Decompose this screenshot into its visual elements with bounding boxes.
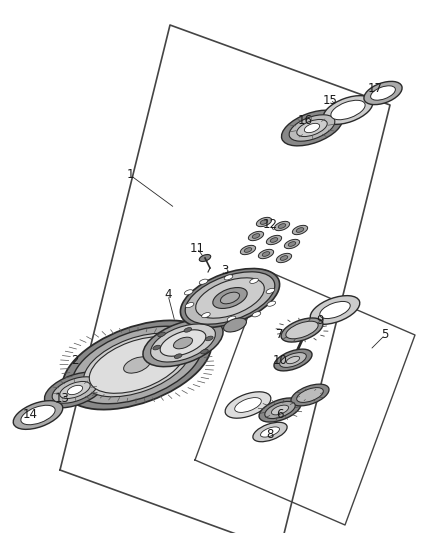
Ellipse shape (84, 333, 191, 397)
Ellipse shape (225, 392, 271, 418)
Ellipse shape (160, 330, 206, 356)
Ellipse shape (180, 269, 279, 327)
Text: 1: 1 (126, 168, 134, 182)
Ellipse shape (173, 337, 193, 349)
Ellipse shape (72, 326, 202, 404)
Text: 14: 14 (22, 408, 38, 422)
Text: 7: 7 (276, 328, 284, 342)
Ellipse shape (274, 349, 312, 371)
Ellipse shape (286, 356, 300, 364)
Text: 15: 15 (322, 93, 337, 107)
Ellipse shape (143, 319, 223, 367)
Ellipse shape (240, 245, 256, 255)
Ellipse shape (284, 239, 300, 249)
Ellipse shape (201, 349, 208, 354)
Ellipse shape (244, 248, 252, 252)
Ellipse shape (21, 405, 55, 425)
Ellipse shape (278, 224, 286, 228)
Ellipse shape (265, 401, 295, 418)
Ellipse shape (280, 353, 306, 367)
Ellipse shape (266, 236, 282, 245)
Ellipse shape (280, 256, 288, 260)
Ellipse shape (270, 238, 278, 243)
Ellipse shape (289, 115, 335, 141)
Ellipse shape (45, 372, 106, 408)
Ellipse shape (320, 302, 350, 319)
Text: 17: 17 (367, 82, 382, 94)
Ellipse shape (227, 316, 236, 321)
Text: 10: 10 (272, 353, 287, 367)
Ellipse shape (291, 384, 329, 406)
Ellipse shape (196, 278, 264, 318)
Ellipse shape (323, 95, 373, 124)
Text: 8: 8 (266, 429, 274, 441)
Ellipse shape (267, 301, 276, 306)
Ellipse shape (250, 278, 258, 284)
Ellipse shape (52, 377, 98, 403)
Ellipse shape (262, 252, 270, 256)
Ellipse shape (252, 233, 260, 238)
Text: 11: 11 (190, 241, 205, 254)
Ellipse shape (235, 398, 261, 413)
Ellipse shape (124, 357, 150, 373)
Ellipse shape (174, 354, 182, 359)
Ellipse shape (371, 86, 396, 100)
Ellipse shape (89, 337, 185, 393)
Ellipse shape (266, 288, 275, 294)
Text: 5: 5 (381, 328, 389, 342)
Ellipse shape (258, 249, 274, 259)
Ellipse shape (213, 287, 247, 309)
Ellipse shape (252, 312, 261, 317)
Ellipse shape (248, 231, 264, 240)
Ellipse shape (184, 290, 193, 295)
Ellipse shape (310, 296, 360, 325)
Ellipse shape (223, 318, 247, 332)
Ellipse shape (296, 228, 304, 232)
Ellipse shape (253, 422, 287, 442)
Ellipse shape (199, 279, 208, 284)
Ellipse shape (276, 253, 292, 263)
Ellipse shape (185, 303, 194, 308)
Ellipse shape (153, 345, 160, 350)
Ellipse shape (331, 100, 365, 120)
Ellipse shape (256, 217, 272, 227)
Ellipse shape (292, 225, 307, 235)
Text: 13: 13 (55, 392, 70, 405)
Ellipse shape (63, 320, 212, 409)
Ellipse shape (364, 82, 402, 104)
Ellipse shape (185, 272, 275, 324)
Ellipse shape (201, 312, 210, 318)
Ellipse shape (220, 292, 240, 304)
Ellipse shape (205, 336, 213, 341)
Ellipse shape (282, 110, 343, 146)
Text: 3: 3 (221, 263, 229, 277)
Text: 16: 16 (297, 114, 312, 126)
Ellipse shape (67, 385, 83, 394)
Text: 9: 9 (316, 313, 324, 327)
Ellipse shape (281, 318, 323, 342)
Ellipse shape (288, 241, 296, 246)
Ellipse shape (286, 321, 318, 339)
Ellipse shape (199, 255, 211, 262)
Ellipse shape (158, 332, 166, 337)
Text: 2: 2 (71, 353, 79, 367)
Ellipse shape (260, 220, 268, 224)
Ellipse shape (261, 427, 279, 437)
Ellipse shape (272, 405, 289, 415)
Ellipse shape (13, 401, 63, 430)
Ellipse shape (297, 119, 327, 136)
Ellipse shape (60, 382, 90, 399)
Ellipse shape (224, 275, 233, 280)
Ellipse shape (259, 398, 301, 422)
Ellipse shape (151, 324, 215, 362)
Ellipse shape (274, 221, 290, 231)
Ellipse shape (297, 387, 323, 402)
Ellipse shape (184, 328, 192, 332)
Text: 12: 12 (262, 219, 278, 231)
Text: 6: 6 (276, 408, 284, 422)
Ellipse shape (304, 123, 320, 133)
Text: 4: 4 (164, 288, 172, 302)
